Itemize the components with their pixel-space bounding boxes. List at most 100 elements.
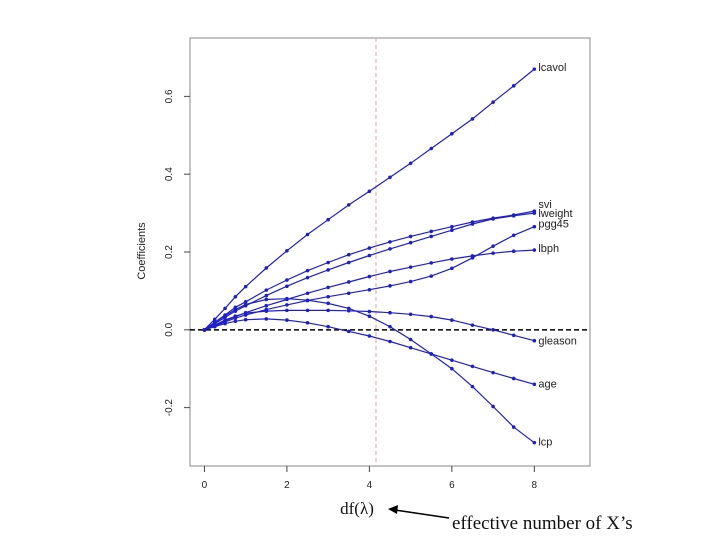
data-point: [491, 404, 495, 409]
data-point: [305, 268, 310, 273]
data-point: [367, 246, 372, 250]
data-point: [223, 306, 227, 311]
data-point: [243, 302, 248, 307]
data-point: [429, 234, 434, 239]
data-point: [233, 307, 238, 312]
data-point: [326, 301, 330, 306]
series-lcavol: [202, 67, 537, 332]
reference-lines: [190, 38, 590, 466]
data-point: [285, 278, 289, 282]
data-point: [326, 217, 330, 222]
data-point: [511, 233, 516, 238]
data-point: [346, 203, 351, 207]
data-point: [285, 284, 289, 289]
data-point: [532, 224, 537, 229]
data-point: [491, 370, 495, 375]
plot-frame: [189, 37, 591, 467]
data-point: [388, 269, 392, 274]
data-point: [346, 306, 351, 311]
data-point: [346, 280, 351, 284]
data-point: [305, 321, 310, 325]
data-point: [470, 364, 475, 369]
data-point: [326, 260, 330, 265]
data-point: [450, 131, 454, 136]
data-point: [285, 318, 289, 322]
data-point: [367, 287, 372, 292]
data-point: [429, 274, 434, 278]
data-point: [450, 257, 454, 261]
series-layer: [202, 67, 537, 445]
data-point: [532, 211, 537, 215]
series-label-lweight: lweight: [538, 208, 572, 220]
data-point: [388, 175, 392, 180]
data-point: [470, 254, 475, 258]
data-point: [285, 303, 289, 307]
series-label-gleason: gleason: [538, 336, 577, 348]
data-point: [243, 284, 248, 289]
data-point: [367, 253, 372, 258]
data-point: [264, 288, 269, 292]
y-tick-label: -0.2: [164, 399, 175, 417]
data-point: [388, 247, 392, 251]
data-point: [305, 298, 310, 303]
data-point: [388, 240, 392, 244]
data-point: [367, 274, 372, 279]
data-point: [243, 311, 248, 315]
x-tick-label: 6: [449, 480, 455, 491]
data-point: [305, 232, 310, 237]
data-point: [450, 358, 454, 362]
data-point: [511, 84, 516, 88]
data-point: [408, 265, 413, 269]
data-point: [470, 222, 475, 226]
data-point: [367, 189, 372, 194]
series-age: [202, 317, 537, 387]
data-point: [408, 240, 413, 245]
y-tick-label: 0.2: [164, 245, 175, 259]
data-point: [470, 117, 475, 121]
data-point: [326, 294, 330, 299]
data-point: [233, 294, 238, 299]
data-point: [408, 234, 413, 239]
data-point: [532, 382, 537, 387]
data-point: [212, 321, 217, 325]
data-point: [346, 329, 351, 334]
series-label-svi: svi: [538, 199, 551, 211]
data-point: [233, 319, 238, 324]
series-line-age: [204, 318, 535, 385]
data-point: [326, 308, 330, 313]
series-lcp: [202, 296, 537, 445]
data-point: [532, 440, 537, 445]
data-point: [367, 309, 372, 314]
data-point: [285, 308, 289, 313]
series-label-age: age: [538, 378, 556, 390]
data-point: [243, 317, 248, 322]
data-point: [511, 333, 516, 338]
data-point: [264, 293, 269, 298]
data-point: [450, 224, 454, 229]
data-point: [511, 425, 516, 429]
data-point: [367, 314, 372, 319]
data-point: [264, 309, 269, 313]
data-point: [429, 261, 434, 265]
data-point: [326, 285, 330, 290]
series-label-lcp: lcp: [538, 437, 552, 449]
data-point: [305, 291, 310, 296]
y-tick-label: 0.4: [164, 167, 175, 181]
data-point: [532, 248, 537, 252]
series-label-pgg45: pgg45: [538, 219, 569, 231]
data-point: [388, 310, 392, 315]
data-point: [450, 228, 454, 233]
data-point: [408, 279, 413, 284]
data-point: [233, 314, 238, 319]
data-point: [346, 252, 351, 257]
data-point: [326, 324, 330, 329]
data-point: [388, 339, 392, 344]
series-label-lcavol: lcavol: [538, 62, 566, 74]
data-point: [326, 268, 330, 272]
x-tick-label: 0: [202, 480, 208, 491]
data-point: [450, 318, 454, 322]
y-tick-label: 0.0: [164, 322, 175, 336]
data-point: [367, 334, 372, 338]
data-point: [305, 308, 310, 313]
